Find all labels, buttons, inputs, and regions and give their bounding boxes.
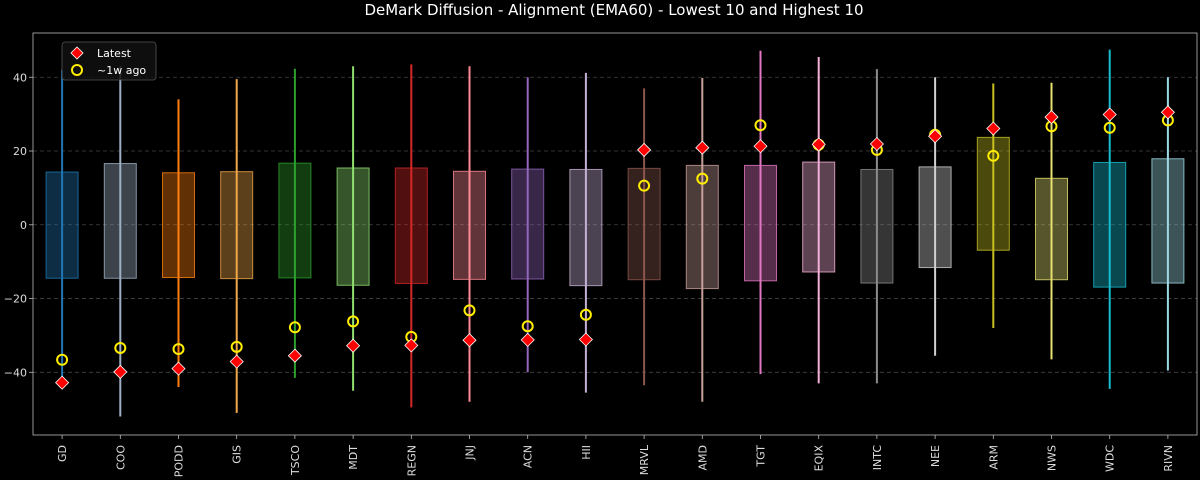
latest-marker-HII xyxy=(578,332,593,347)
latest-marker-GIS xyxy=(229,354,244,369)
latest-marker-GD xyxy=(55,375,70,390)
x-tick-label-GD: GD xyxy=(56,445,69,462)
prev-marker-TSCO xyxy=(288,321,301,334)
y-axis: −40 −20 0 20 40 xyxy=(4,71,33,379)
prev-marker-AMD xyxy=(696,172,709,185)
prev-marker-PODD xyxy=(172,343,185,356)
y-tick-label-4: 40 xyxy=(13,71,27,84)
legend-box xyxy=(61,41,157,81)
box-COO xyxy=(103,163,137,279)
latest-marker-ACN xyxy=(520,332,535,347)
x-tick-label-PODD: PODD xyxy=(173,445,186,477)
legend-prev-label: ~1w ago xyxy=(97,64,146,77)
x-tick-label-AMD: AMD xyxy=(696,445,709,471)
x-axis: GD COO PODD GIS TSCO MDT REGN JNJ ACN HII MRVL AMD T… xyxy=(56,435,1175,477)
prev-marker-TGT xyxy=(754,119,767,132)
legend-latest-marker xyxy=(70,46,84,60)
chart-title: DeMark Diffusion - Alignment (EMA60) - L… xyxy=(364,1,863,19)
prev-marker-MRVL xyxy=(638,179,651,192)
x-tick-label-ACN: ACN xyxy=(522,445,535,468)
box-WDC xyxy=(1093,161,1127,288)
latest-marker-NEE xyxy=(928,129,943,144)
x-tick-label-TSCO: TSCO xyxy=(289,445,302,476)
prev-marker-GIS xyxy=(230,340,243,353)
x-tick-label-HII: HII xyxy=(580,445,593,460)
x-tick-label-MDT: MDT xyxy=(347,445,360,470)
latest-marker-AMD xyxy=(695,140,710,155)
legend-latest-label: Latest xyxy=(97,47,132,60)
x-tick-label-JNJ: JNJ xyxy=(464,445,477,461)
x-tick-label-NEE: NEE xyxy=(929,445,942,467)
latest-marker-TGT xyxy=(753,139,768,154)
latest-marker-REGN xyxy=(404,338,419,353)
box-AMD xyxy=(685,164,719,290)
grid xyxy=(33,76,1197,373)
box-ARM xyxy=(976,136,1010,251)
prev-marker-ACN xyxy=(521,320,534,333)
latest-marker-MRVL xyxy=(637,142,652,157)
x-tick-label-TGT: TGT xyxy=(755,445,768,468)
prev-markers xyxy=(56,114,1174,366)
x-tick-label-NWS: NWS xyxy=(1046,445,1059,471)
latest-marker-WDC xyxy=(1102,107,1117,122)
box-INTC xyxy=(860,168,894,284)
box-NEE xyxy=(918,166,952,269)
plot-frame xyxy=(32,32,1198,436)
box-REGN xyxy=(394,167,428,284)
y-tick-label-2: 0 xyxy=(20,219,27,232)
x-tick-label-RIVN: RIVN xyxy=(1162,445,1175,472)
prev-marker-JNJ xyxy=(463,304,476,317)
prev-marker-WDC xyxy=(1103,121,1116,134)
box-RIVN xyxy=(1151,158,1185,284)
latest-marker-MDT xyxy=(346,338,361,353)
latest-marker-ARM xyxy=(986,121,1001,136)
latest-marker-INTC xyxy=(869,136,884,152)
prev-marker-MDT xyxy=(347,315,360,328)
box-MRVL xyxy=(627,167,661,281)
x-tick-label-WDC: WDC xyxy=(1104,445,1117,472)
box-HII xyxy=(569,168,603,287)
y-tick-label-1: −20 xyxy=(4,293,27,306)
latest-marker-TSCO xyxy=(287,348,302,363)
y-tick-label-3: 20 xyxy=(13,145,27,158)
legend: Latest ~1w ago xyxy=(61,41,157,81)
x-tick-label-COO: COO xyxy=(114,445,127,470)
prev-marker-GD xyxy=(56,353,69,366)
box-ACN xyxy=(511,168,545,280)
y-tick-label-0: −40 xyxy=(4,366,27,379)
latest-marker-PODD xyxy=(171,361,186,376)
box-TSCO xyxy=(278,162,312,279)
box-MDT xyxy=(336,167,370,286)
x-tick-label-GIS: GIS xyxy=(231,445,244,464)
box-GD xyxy=(45,171,79,279)
prev-marker-COO xyxy=(114,341,127,354)
latest-marker-JNJ xyxy=(462,333,477,348)
box-JNJ xyxy=(453,170,486,280)
latest-marker-COO xyxy=(113,364,128,379)
x-tick-label-MRVL: MRVL xyxy=(638,444,651,475)
x-tick-label-INTC: INTC xyxy=(871,445,884,471)
box-NWS xyxy=(1035,177,1068,281)
box-TGT xyxy=(744,164,777,282)
prev-marker-ARM xyxy=(987,149,1000,162)
latest-marker-EQIX xyxy=(811,137,826,152)
prev-marker-HII xyxy=(579,308,592,321)
latest-marker-RIVN xyxy=(1160,105,1175,120)
latest-marker-NWS xyxy=(1044,110,1059,125)
boxes xyxy=(45,136,1185,290)
latest-markers xyxy=(55,105,1175,390)
x-tick-label-EQIX: EQIX xyxy=(813,445,826,472)
box-GIS xyxy=(220,171,254,280)
legend-prev-marker xyxy=(71,64,83,76)
x-tick-label-ARM: ARM xyxy=(987,445,1000,470)
box-EQIX xyxy=(802,161,836,273)
box-PODD xyxy=(162,172,195,279)
x-tick-label-REGN: REGN xyxy=(405,445,418,476)
